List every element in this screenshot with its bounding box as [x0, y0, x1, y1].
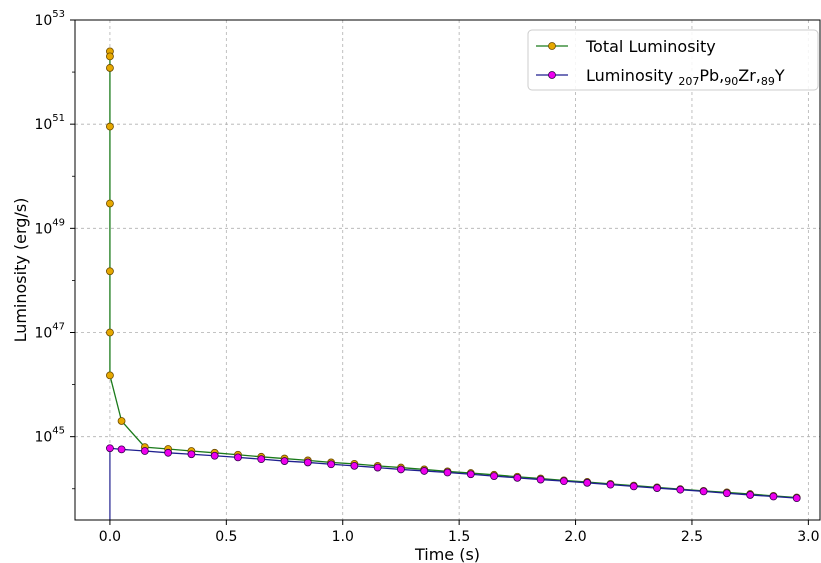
data-point	[351, 462, 358, 469]
data-point	[106, 64, 113, 71]
data-point	[118, 446, 125, 453]
data-point	[188, 451, 195, 458]
data-point	[560, 478, 567, 485]
data-point	[677, 486, 684, 493]
data-point	[106, 200, 113, 207]
plot-frame	[75, 20, 820, 520]
y-tick-label: 1053	[34, 9, 65, 29]
plot-series	[106, 48, 800, 520]
x-axis-ticks: 0.0 0.5 1.0 1.5 2.0 2.5 3.0	[99, 520, 820, 545]
data-point	[770, 493, 777, 500]
data-point	[537, 476, 544, 483]
data-point	[793, 495, 800, 502]
data-point	[106, 372, 113, 379]
data-point	[281, 458, 288, 465]
series-total-luminosity	[106, 48, 800, 501]
series-line	[110, 51, 797, 497]
data-point	[211, 452, 218, 459]
y-tick-exponent: 53	[52, 9, 65, 20]
data-point	[258, 456, 265, 463]
y-tick-base: 10	[34, 326, 52, 342]
series-luminosity-pb-zr-y	[106, 445, 800, 520]
y-tick-exponent: 47	[52, 322, 65, 333]
grid-lines	[75, 20, 820, 520]
y-tick-label: 1049	[34, 217, 65, 237]
y-tick-label: 1045	[34, 426, 65, 446]
data-point	[328, 461, 335, 468]
data-point	[654, 485, 661, 492]
data-point	[165, 449, 172, 456]
data-point	[106, 329, 113, 336]
x-tick-label: 0.0	[99, 529, 121, 545]
y-tick-exponent: 49	[52, 217, 65, 228]
y-tick-base: 10	[34, 13, 52, 29]
data-point	[514, 474, 521, 481]
x-tick-label: 2.0	[564, 529, 586, 545]
y-tick-base: 10	[34, 430, 52, 446]
x-tick-label: 1.0	[332, 529, 354, 545]
y-tick-base: 10	[34, 117, 52, 133]
y-tick-exponent: 51	[52, 113, 65, 124]
data-point	[397, 466, 404, 473]
y-tick-exponent: 45	[52, 426, 65, 437]
x-tick-label: 3.0	[797, 529, 819, 545]
data-point	[106, 53, 113, 60]
data-point	[467, 471, 474, 478]
data-point	[584, 479, 591, 486]
data-point	[700, 488, 707, 495]
x-axis-label: Time (s)	[414, 545, 480, 563]
data-point	[234, 454, 241, 461]
data-point	[421, 467, 428, 474]
data-point	[106, 123, 113, 130]
data-point	[491, 473, 498, 480]
y-tick-base: 10	[34, 221, 52, 237]
data-point	[374, 464, 381, 471]
x-tick-label: 2.5	[681, 529, 703, 545]
legend-label: Total Luminosity	[585, 37, 716, 56]
data-point	[747, 491, 754, 498]
data-point	[607, 481, 614, 488]
data-point	[106, 268, 113, 275]
data-point	[444, 469, 451, 476]
x-tick-label: 1.5	[448, 529, 470, 545]
data-point	[723, 490, 730, 497]
y-axis-label: Luminosity (erg/s)	[11, 198, 30, 343]
data-point	[118, 417, 125, 424]
data-point	[141, 448, 148, 455]
data-point	[304, 459, 311, 466]
y-tick-label: 1051	[34, 113, 65, 133]
legend-marker	[549, 43, 556, 50]
y-tick-label: 1047	[34, 322, 65, 342]
data-point	[106, 445, 113, 452]
data-point	[630, 483, 637, 490]
legend-marker	[549, 72, 556, 79]
x-tick-label: 0.5	[215, 529, 237, 545]
